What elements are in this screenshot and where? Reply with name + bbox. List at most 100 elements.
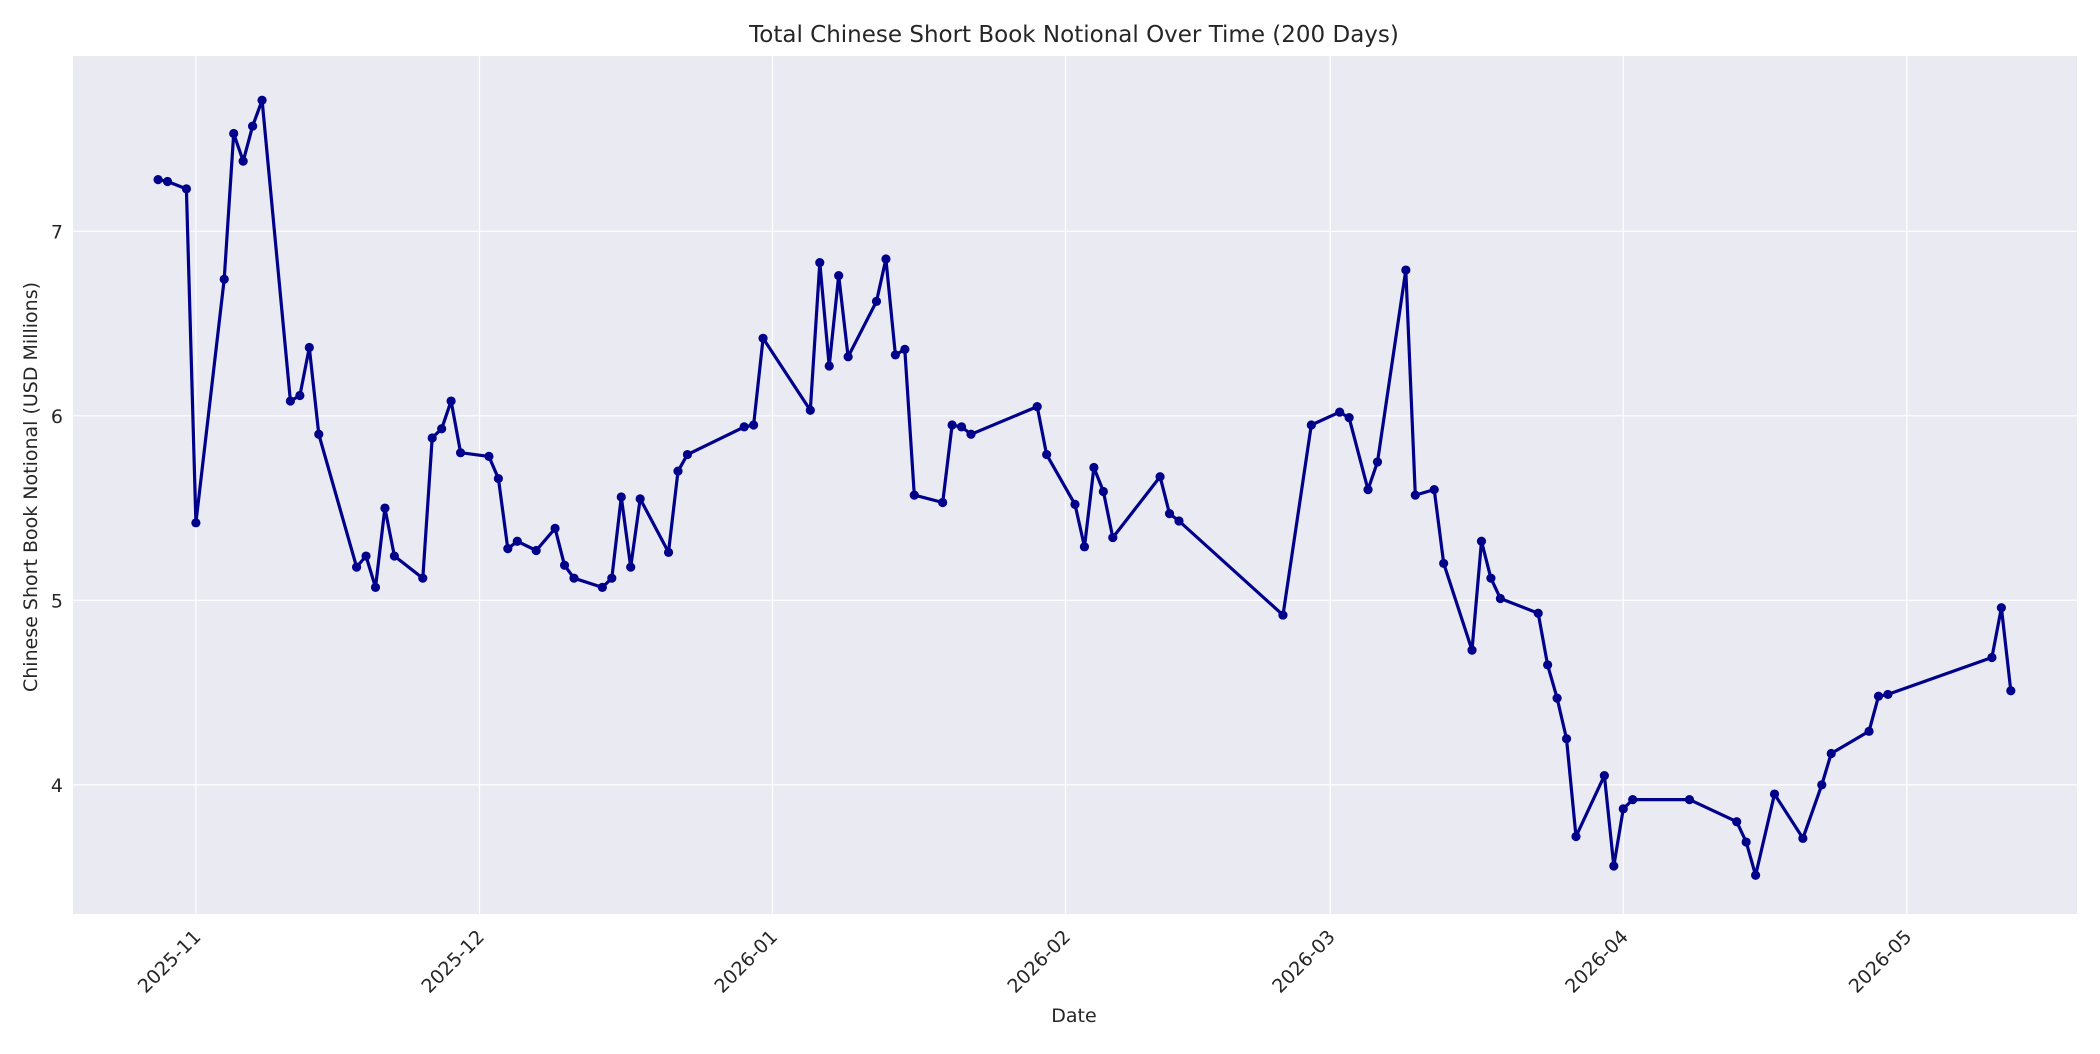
data-point	[1032, 401, 1042, 412]
data-point	[824, 361, 834, 371]
data-point	[890, 350, 900, 360]
x-tick-label: 2025-12	[417, 926, 489, 998]
data-point	[304, 342, 314, 353]
x-axis-label: Date	[1051, 1005, 1096, 1027]
y-axis-label: Chinese Short Book Notional (USD Million…	[20, 282, 42, 692]
data-point	[673, 466, 683, 476]
data-point	[550, 523, 560, 533]
data-point	[569, 573, 579, 583]
data-point	[682, 449, 693, 460]
data-point	[1410, 490, 1420, 500]
data-point	[1873, 691, 1884, 701]
data-point	[900, 344, 910, 354]
data-point	[1372, 457, 1383, 467]
data-point	[1684, 795, 1695, 805]
data-point	[389, 551, 399, 561]
data-point	[1769, 789, 1780, 799]
data-point	[503, 544, 513, 554]
data-point	[380, 503, 390, 513]
data-point	[1618, 804, 1628, 814]
data-point	[1042, 449, 1052, 460]
data-point	[1599, 771, 1609, 781]
data-point	[758, 333, 768, 343]
data-point	[626, 562, 636, 572]
data-point	[427, 433, 437, 443]
data-point	[616, 492, 626, 502]
plot-area	[73, 56, 2077, 914]
data-point	[512, 536, 522, 546]
data-point	[663, 547, 674, 557]
x-tick-label: 2025-11	[134, 926, 206, 998]
data-point	[815, 258, 825, 268]
data-point	[153, 175, 163, 185]
data-point	[1108, 532, 1118, 543]
data-point	[956, 422, 967, 432]
data-point	[248, 121, 258, 131]
data-point	[1401, 265, 1411, 275]
data-point	[1543, 660, 1553, 670]
data-point	[351, 562, 362, 572]
data-point	[1864, 726, 1874, 736]
data-point	[843, 352, 853, 362]
data-point	[1070, 499, 1080, 509]
x-tick-label: 2026-03	[1268, 926, 1340, 998]
data-point	[1098, 486, 1108, 497]
data-points	[153, 95, 2016, 880]
data-point	[314, 429, 324, 439]
data-point	[559, 560, 570, 570]
data-point	[1741, 837, 1751, 847]
data-point	[418, 573, 428, 583]
data-point	[834, 270, 844, 281]
data-point	[966, 429, 976, 439]
data-point	[871, 296, 882, 307]
y-tick-label: 4	[51, 775, 63, 797]
data-point	[257, 95, 267, 105]
data-point	[238, 156, 248, 166]
data-point	[1817, 780, 1827, 790]
data-point	[1628, 795, 1638, 805]
y-tick-label: 5	[51, 590, 63, 612]
data-point	[446, 396, 456, 406]
data-point	[1826, 748, 1836, 759]
data-point	[191, 518, 201, 528]
data-point	[1079, 542, 1090, 552]
data-point	[1344, 413, 1354, 423]
data-point	[1561, 734, 1572, 744]
data-point	[1306, 420, 1316, 430]
x-tick-label: 2026-02	[1003, 926, 1075, 998]
x-axis-ticks: 2025-11 2025-12 2026-01 2026-02 2026-03 2026-…	[134, 926, 1917, 998]
y-tick-label: 6	[51, 406, 63, 428]
data-point	[493, 473, 503, 484]
data-point	[635, 494, 645, 504]
data-point	[531, 545, 541, 556]
data-point	[1732, 817, 1742, 827]
data-point	[1552, 693, 1562, 703]
data-point	[1996, 603, 2006, 613]
data-point	[1467, 645, 1477, 655]
chart-title: Total Chinese Short Book Notional Over T…	[748, 22, 1399, 48]
data-point	[455, 448, 466, 458]
data-point	[1174, 516, 1184, 526]
data-point	[1439, 558, 1449, 569]
data-point	[1486, 573, 1496, 583]
data-point	[881, 254, 891, 264]
data-point	[437, 424, 447, 434]
data-point	[229, 128, 239, 139]
data-point	[162, 176, 173, 187]
data-point	[1164, 508, 1175, 519]
y-axis-ticks: 4 5 6 7	[51, 221, 63, 797]
data-point	[1278, 610, 1288, 620]
data-point	[181, 184, 192, 194]
data-point	[285, 396, 296, 406]
data-point	[1089, 462, 1099, 473]
data-point	[1335, 407, 1345, 417]
data-point	[947, 420, 957, 430]
data-point	[370, 582, 381, 593]
y-tick-label: 7	[51, 221, 63, 243]
data-point	[1609, 861, 1619, 871]
data-point	[938, 497, 948, 508]
data-point	[1571, 831, 1581, 842]
data-point	[1429, 485, 1439, 495]
